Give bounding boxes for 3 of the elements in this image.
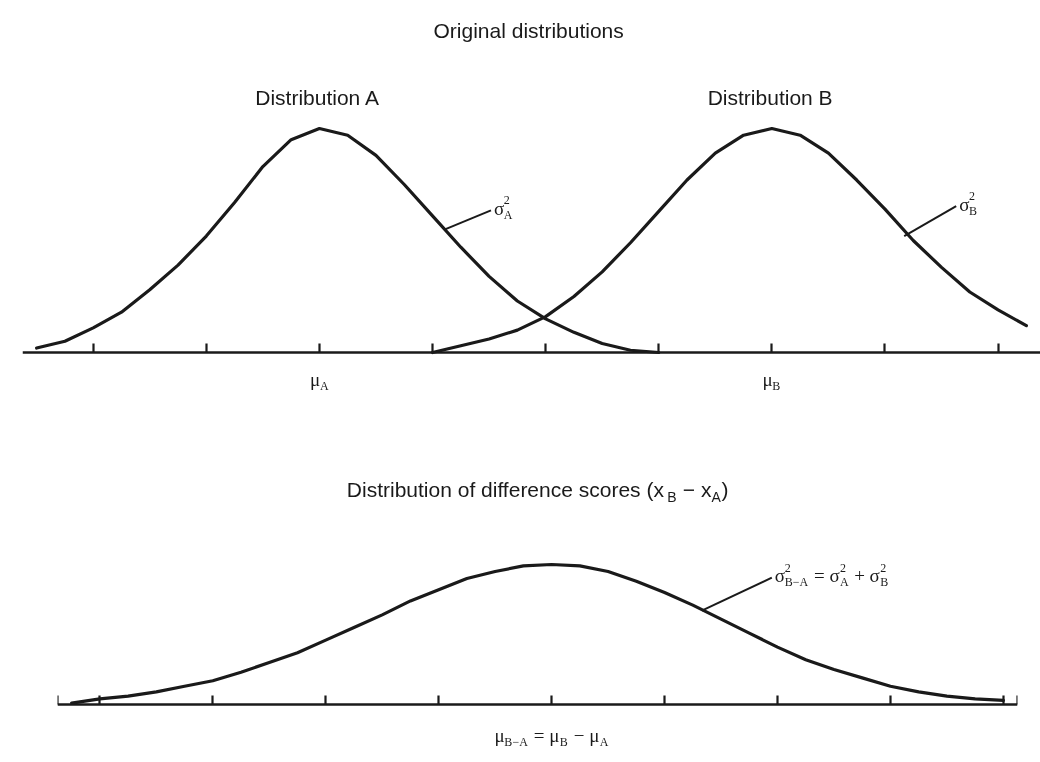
- chart-title: Original distributions: [433, 19, 624, 42]
- series-label: Distribution A: [255, 86, 379, 109]
- series-label: Distribution B: [707, 86, 833, 109]
